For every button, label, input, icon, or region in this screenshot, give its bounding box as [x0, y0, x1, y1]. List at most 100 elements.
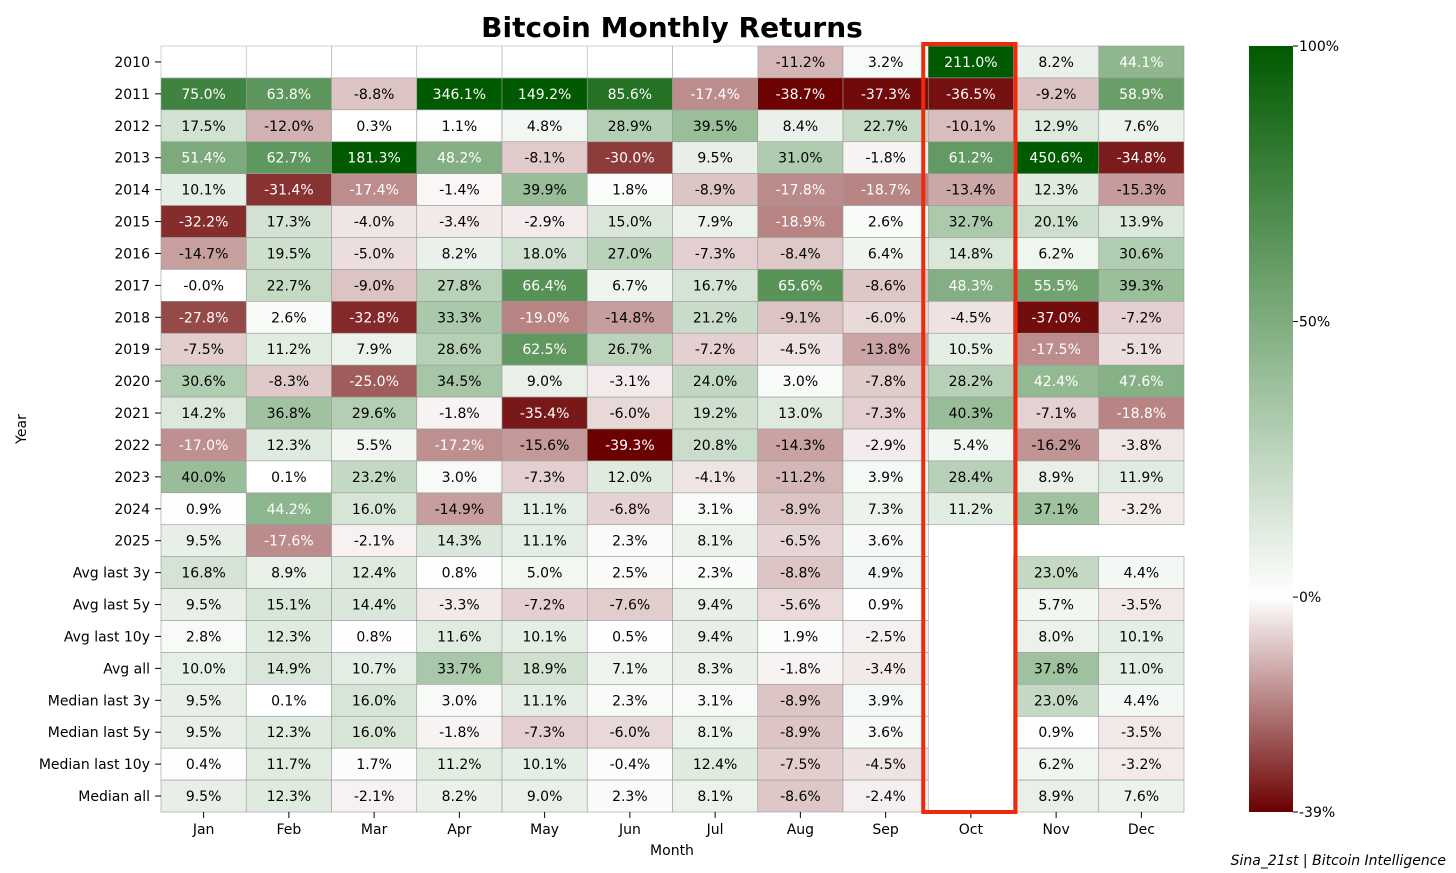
cell-value-label: 6.2% [1038, 246, 1074, 262]
cell-value-label: 8.9% [271, 566, 307, 582]
cell-value-label: 37.8% [1034, 661, 1078, 677]
cell-value-label: 3.0% [783, 374, 819, 390]
cell-value-label: 61.2% [949, 151, 993, 167]
cell-value-label: 17.5% [181, 119, 225, 135]
heatmap-cell [842, 460, 929, 494]
row-tick-label: Median last 5y [48, 725, 150, 741]
heatmap-cell [160, 747, 247, 781]
heatmap-cell [160, 77, 247, 111]
cell-value-label: 66.4% [522, 278, 566, 294]
cell-value-label: 48.2% [437, 151, 481, 167]
heatmap-cell [842, 588, 929, 621]
cell-value-label: -3.5% [1121, 725, 1162, 741]
heatmap-cell [757, 173, 844, 206]
heatmap-cell [416, 269, 503, 302]
column-tick-label: May [530, 822, 559, 838]
cell-value-label: -7.3% [865, 406, 906, 422]
cell-value-label: -3.4% [439, 215, 480, 231]
cell-value-label: 11.2% [437, 757, 481, 773]
cell-value-label: 12.3% [267, 438, 311, 454]
heatmap-cell [245, 269, 332, 302]
heatmap-cell [1098, 45, 1185, 79]
cell-value-label: 62.5% [522, 342, 566, 358]
heatmap-cell [331, 652, 418, 685]
heatmap-cell [757, 141, 844, 174]
cell-value-label: 17.3% [267, 215, 311, 231]
heatmap-cell [842, 173, 929, 206]
cell-value-label: 8.4% [783, 119, 819, 135]
heatmap-cell [1098, 109, 1185, 143]
cell-value-label: 11.1% [522, 534, 566, 550]
cell-value-label: 8.3% [697, 661, 733, 677]
heatmap-cell [672, 396, 759, 430]
heatmap-cell [160, 460, 247, 494]
heatmap-cell [245, 492, 332, 526]
cell-value-label: 14.4% [352, 598, 396, 614]
heatmap-cell [757, 364, 844, 398]
empty-cell [245, 45, 332, 79]
row-tick-label: Avg last 10y [64, 629, 150, 645]
heatmap-cell [331, 205, 418, 238]
heatmap-cell [331, 460, 418, 494]
row-tick-label: 2020 [114, 374, 150, 390]
cell-value-label: 20.1% [1034, 215, 1078, 231]
cell-value-label: -9.0% [354, 278, 395, 294]
credit-text: Sina_21st | Bitcoin Intelligence [1231, 853, 1446, 869]
heatmap-cell [672, 173, 759, 206]
heatmap-cell [160, 684, 247, 717]
heatmap-cell [927, 332, 1014, 366]
heatmap-cell [1098, 77, 1185, 111]
heatmap-cell [501, 173, 588, 206]
cell-value-label: -2.9% [524, 215, 565, 231]
heatmap-cell [245, 205, 332, 238]
heatmap-cell [757, 524, 844, 557]
heatmap-cell [501, 77, 588, 111]
heatmap-cell [160, 332, 247, 366]
column-tick-label: Feb [276, 822, 301, 838]
heatmap-cell [501, 269, 588, 302]
cell-value-label: 3.2% [868, 55, 904, 71]
cell-value-label: -4.5% [865, 757, 906, 773]
heatmap-cell [1013, 364, 1100, 398]
heatmap-cell [501, 109, 588, 143]
cell-value-label: -32.2% [179, 215, 229, 231]
heatmap-cell [1013, 45, 1100, 79]
cell-value-label: 0.1% [271, 693, 307, 709]
row-tick-label: Median last 3y [48, 693, 150, 709]
cell-value-label: 13.9% [1119, 215, 1163, 231]
heatmap-cell [331, 77, 418, 111]
column-tick-label: Jan [192, 822, 215, 838]
cell-value-label: -18.8% [1117, 406, 1167, 422]
heatmap-cell [757, 45, 844, 79]
cell-value-label: -14.8% [605, 310, 655, 326]
cell-value-label: -39.3% [605, 438, 655, 454]
cell-value-label: 9.5% [186, 534, 222, 550]
heatmap-cell [501, 620, 588, 653]
heatmap-cell [245, 556, 332, 589]
cell-value-label: 2.3% [612, 693, 648, 709]
cell-value-label: 40.3% [949, 406, 993, 422]
heatmap-cell [245, 779, 332, 813]
heatmap-cell [842, 141, 929, 174]
cell-value-label: 40.0% [181, 470, 225, 486]
cell-value-label: -8.3% [269, 374, 310, 390]
heatmap-cell [501, 396, 588, 430]
cell-value-label: 33.3% [437, 310, 481, 326]
heatmap-cell [927, 141, 1014, 174]
cell-value-label: 48.3% [949, 278, 993, 294]
heatmap-cell [586, 396, 673, 430]
heatmap-cell [927, 428, 1014, 462]
cell-value-label: 2.6% [868, 215, 904, 231]
heatmap-cell [416, 109, 503, 143]
cell-value-label: 10.1% [1119, 629, 1163, 645]
heatmap-cell [1098, 364, 1185, 398]
column-tick-label: Oct [959, 822, 984, 838]
heatmap-cell [245, 109, 332, 143]
heatmap-cell [245, 620, 332, 653]
cell-value-label: 11.0% [1119, 661, 1163, 677]
cell-value-label: -5.0% [354, 246, 395, 262]
cell-value-label: 3.1% [697, 502, 733, 518]
heatmap-cell [1013, 428, 1100, 462]
cell-value-label: -13.8% [861, 342, 911, 358]
heatmap-cell [501, 237, 588, 270]
